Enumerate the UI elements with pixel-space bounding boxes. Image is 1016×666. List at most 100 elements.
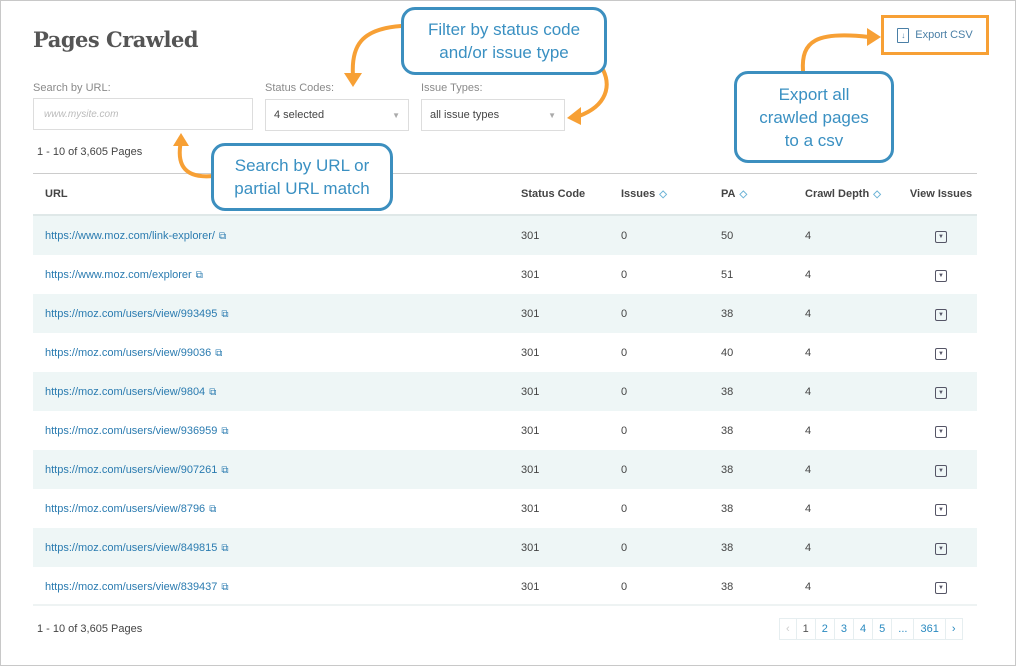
page-361[interactable]: 361 xyxy=(913,619,944,639)
expand-dropdown-icon[interactable]: ▼ xyxy=(935,464,947,477)
sort-icon[interactable]: ◇ xyxy=(873,189,881,200)
next-page-icon[interactable]: › xyxy=(944,619,962,639)
pages-table: URL Status Code Issues ◇ PA ◇ Crawl Depth ◇… xyxy=(33,173,977,606)
chevron-down-icon: ▼ xyxy=(548,110,556,120)
cell-status: 301 xyxy=(521,424,540,437)
cell-url: https://moz.com/users/view/993495 ⧉ xyxy=(33,308,521,320)
page-4[interactable]: 4 xyxy=(853,619,872,639)
expand-dropdown-icon[interactable]: ▼ xyxy=(935,230,947,243)
external-link-icon[interactable]: ⧉ xyxy=(221,581,229,593)
expand-dropdown-icon[interactable]: ▼ xyxy=(935,308,947,321)
arrow-filter-to-issue xyxy=(577,64,609,118)
expand-dropdown-icon[interactable]: ▼ xyxy=(935,425,947,438)
cell-status: 301 xyxy=(521,346,540,359)
url-link[interactable]: https://moz.com/users/view/8796 xyxy=(45,502,206,515)
expand-dropdown-icon[interactable]: ▼ xyxy=(935,347,947,360)
cell-status: 301 xyxy=(521,229,540,242)
sort-icon[interactable]: ◇ xyxy=(659,189,667,200)
url-link[interactable]: https://moz.com/users/view/936959 xyxy=(45,424,218,437)
cell-status: 301 xyxy=(521,463,540,476)
expand-dropdown-icon[interactable]: ▼ xyxy=(935,269,947,282)
header-crawl-depth[interactable]: Crawl Depth ◇ xyxy=(805,188,905,200)
search-field[interactable] xyxy=(33,98,253,130)
page-5[interactable]: 5 xyxy=(872,619,891,639)
cell-status: 301 xyxy=(521,541,540,554)
expand-dropdown-icon[interactable]: ▼ xyxy=(935,581,947,594)
cell-status: 301 xyxy=(521,307,540,320)
status-codes-select[interactable]: 4 selected ▼ xyxy=(265,99,409,131)
expand-dropdown-icon[interactable]: ▼ xyxy=(935,503,947,516)
pagination-ellipsis[interactable]: ... xyxy=(891,619,913,639)
status-codes-value: 4 selected xyxy=(274,109,325,121)
table-row: https://moz.com/users/view/9804 ⧉ 301 0 38 4 ▼ xyxy=(33,372,977,411)
page-3[interactable]: 3 xyxy=(833,619,853,639)
cell-view-issues: ▼ xyxy=(905,385,977,399)
url-link[interactable]: https://moz.com/users/view/849815 xyxy=(45,541,218,554)
table-row: https://www.moz.com/link-explorer/⧉ 301 0 5… xyxy=(33,216,977,255)
arrowhead xyxy=(867,28,881,46)
cell-url: https://www.moz.com/link-explorer/⧉ xyxy=(33,230,521,242)
external-link-icon[interactable]: ⧉ xyxy=(195,269,203,281)
header-pa[interactable]: PA ◇ xyxy=(721,188,805,200)
external-link-icon[interactable]: ⧉ xyxy=(221,542,229,554)
cell-issues: 0 xyxy=(621,307,628,320)
cell-pa: 38 xyxy=(721,502,734,515)
search-input[interactable] xyxy=(42,107,244,121)
cell-pa: 38 xyxy=(721,424,734,437)
external-link-icon[interactable]: ⧉ xyxy=(221,308,229,320)
url-link[interactable]: https://moz.com/users/view/907261 xyxy=(45,463,218,476)
cell-url: https://moz.com/users/view/849815 ⧉ xyxy=(33,542,521,554)
cell-pa: 38 xyxy=(721,541,734,554)
export-csv-button[interactable]: ↓ Export CSV xyxy=(881,15,989,55)
cell-url: https://moz.com/users/view/9804 ⧉ xyxy=(33,386,521,398)
url-link[interactable]: https://moz.com/users/view/99036 xyxy=(45,346,212,359)
cell-depth: 4 xyxy=(805,307,812,320)
table-row: https://moz.com/users/view/907261 ⧉ 301 0 38… xyxy=(33,450,977,489)
external-link-icon[interactable]: ⧉ xyxy=(218,230,227,242)
page-2[interactable]: 2 xyxy=(814,619,834,639)
external-link-icon[interactable]: ⧉ xyxy=(209,503,217,515)
url-link[interactable]: https://www.moz.com/link-explorer/ xyxy=(45,229,215,242)
cell-url: https://moz.com/users/view/8796 ⧉ xyxy=(33,503,521,515)
table-row: https://moz.com/users/view/8796 ⧉ 301 0 38 4 ▼ xyxy=(33,489,977,528)
url-link[interactable]: https://www.moz.com/explorer xyxy=(45,268,192,281)
callout-search: Search by URL or partial URL match xyxy=(211,143,393,211)
cell-status: 301 xyxy=(521,502,540,515)
header-issues[interactable]: Issues ◇ xyxy=(621,188,721,200)
external-link-icon[interactable]: ⧉ xyxy=(215,347,223,359)
table-row: https://moz.com/users/view/99036 ⧉ 301 0 40 4… xyxy=(33,333,977,372)
issue-types-value: all issue types xyxy=(430,109,500,121)
issue-types-select[interactable]: all issue types ▼ xyxy=(421,99,565,131)
cell-view-issues: ▼ xyxy=(905,346,977,360)
header-url: URL xyxy=(45,188,68,200)
table-row: https://moz.com/users/view/993495 ⧉ 301 0 38… xyxy=(33,294,977,333)
cell-depth: 4 xyxy=(805,502,812,515)
table-header: URL Status Code Issues ◇ PA ◇ Crawl Depth ◇… xyxy=(33,174,977,216)
external-link-icon[interactable]: ⧉ xyxy=(209,386,217,398)
cell-view-issues: ▼ xyxy=(905,463,977,477)
table-row: https://moz.com/users/view/839437 ⧉ 301 0 38… xyxy=(33,567,977,606)
expand-dropdown-icon[interactable]: ▼ xyxy=(935,542,947,555)
cell-issues: 0 xyxy=(621,580,628,593)
expand-dropdown-icon[interactable]: ▼ xyxy=(935,386,947,399)
results-count: 1 - 10 of 3,605 Pages xyxy=(37,146,143,158)
cell-pa: 51 xyxy=(721,268,734,281)
cell-url: https://www.moz.com/explorer ⧉ xyxy=(33,269,521,281)
sort-icon[interactable]: ◇ xyxy=(739,189,748,200)
cell-depth: 4 xyxy=(805,385,812,398)
cell-url: https://moz.com/users/view/839437 ⧉ xyxy=(33,581,521,593)
cell-issues: 0 xyxy=(621,268,628,281)
cell-issues: 0 xyxy=(621,385,628,398)
url-link[interactable]: https://moz.com/users/view/9804 xyxy=(45,385,206,398)
header-status-code: Status Code xyxy=(521,188,586,200)
cell-status: 301 xyxy=(521,385,540,398)
cell-view-issues: ▼ xyxy=(905,229,977,243)
url-link[interactable]: https://moz.com/users/view/839437 xyxy=(45,580,218,593)
external-link-icon[interactable]: ⧉ xyxy=(221,425,229,437)
url-link[interactable]: https://moz.com/users/view/993495 xyxy=(45,307,218,320)
page-1[interactable]: 1 xyxy=(795,619,815,639)
table-row: https://moz.com/users/view/936959 ⧉ 301 0 38… xyxy=(33,411,977,450)
external-link-icon[interactable]: ⧉ xyxy=(221,464,229,476)
prev-page-icon[interactable]: ‹ xyxy=(786,623,790,635)
header-pa-label: PA xyxy=(721,188,736,200)
